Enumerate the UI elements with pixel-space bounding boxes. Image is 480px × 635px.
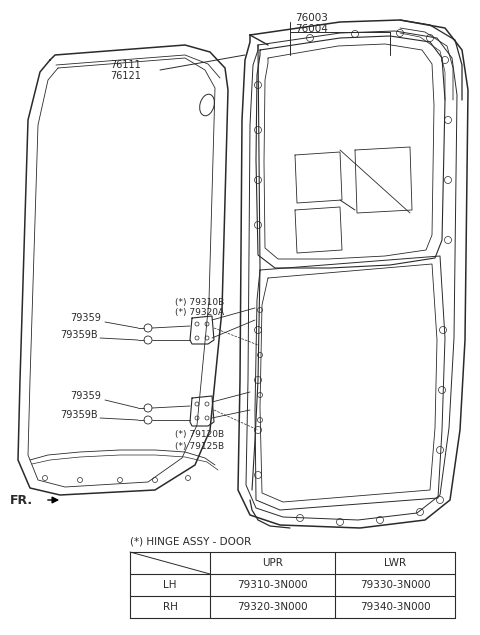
- Text: 76111: 76111: [110, 60, 141, 70]
- Text: 79340-3N000: 79340-3N000: [360, 602, 430, 612]
- Text: 79359B: 79359B: [60, 410, 97, 420]
- Text: (*) 79310B: (*) 79310B: [175, 298, 224, 307]
- Text: 79330-3N000: 79330-3N000: [360, 580, 430, 590]
- Text: (*) 79125B: (*) 79125B: [175, 441, 224, 450]
- Text: 79359: 79359: [70, 391, 101, 401]
- Text: LWR: LWR: [384, 558, 406, 568]
- Text: (*) 79120B: (*) 79120B: [175, 431, 224, 439]
- Text: 79320-3N000: 79320-3N000: [237, 602, 308, 612]
- Text: 76121: 76121: [110, 71, 141, 81]
- Text: 76003: 76003: [295, 13, 328, 23]
- Text: LH: LH: [163, 580, 177, 590]
- Text: UPR: UPR: [262, 558, 283, 568]
- Text: (*) 79320A: (*) 79320A: [175, 307, 224, 316]
- Text: 79310-3N000: 79310-3N000: [237, 580, 308, 590]
- Text: FR.: FR.: [10, 493, 33, 507]
- Text: 79359: 79359: [70, 313, 101, 323]
- Text: (*) HINGE ASSY - DOOR: (*) HINGE ASSY - DOOR: [130, 537, 251, 547]
- Text: 79359B: 79359B: [60, 330, 97, 340]
- Text: 76004: 76004: [295, 24, 328, 34]
- Text: RH: RH: [163, 602, 178, 612]
